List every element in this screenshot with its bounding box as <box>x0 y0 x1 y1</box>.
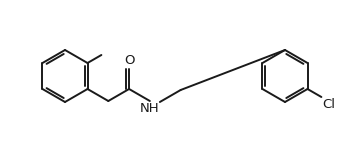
Text: O: O <box>124 54 134 67</box>
Text: Cl: Cl <box>323 98 335 111</box>
Text: NH: NH <box>140 102 160 115</box>
